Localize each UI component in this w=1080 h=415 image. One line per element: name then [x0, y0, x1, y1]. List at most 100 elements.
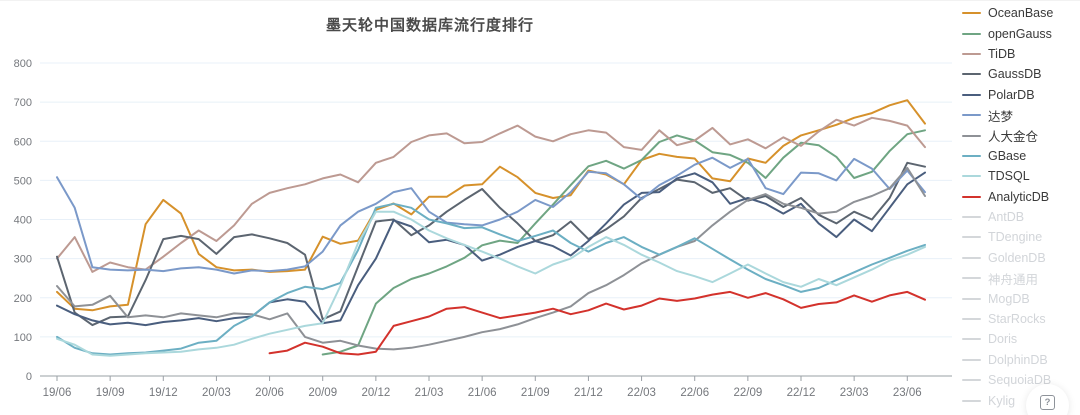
x-tick-label: 23/06	[893, 387, 922, 399]
y-tick-label: 500	[14, 175, 32, 187]
legend-label: TiDB	[988, 46, 1016, 61]
chart-title: 墨天轮中国数据库流行度排行	[325, 17, 534, 34]
legend-item-openGauss[interactable]: openGauss	[962, 23, 1080, 43]
legend-label: Doris	[988, 332, 1018, 347]
series-line-TDSQL	[56, 210, 926, 357]
x-tick-label: 19/12	[149, 387, 178, 399]
legend-label: GBase	[988, 148, 1027, 163]
legend-label: PolarDB	[988, 87, 1035, 102]
legend-label: 人大金仓	[988, 130, 1039, 145]
y-tick-label: 300	[14, 254, 32, 266]
y-tick-label: 0	[26, 371, 32, 383]
legend-line-swatch	[962, 338, 981, 341]
legend-item-AnalyticDB[interactable]: AnalyticDB	[962, 187, 1080, 207]
legend-line-swatch	[962, 32, 981, 35]
series-line-达梦	[56, 156, 926, 275]
legend-line-swatch	[962, 318, 981, 321]
y-tick-label: 600	[14, 136, 32, 148]
legend-item-GoldenDB[interactable]: GoldenDB	[962, 248, 1080, 268]
series-line-TiDB	[56, 116, 926, 273]
legend-line-swatch	[962, 297, 981, 300]
legend-item-人大金仓[interactable]: 人大金仓	[962, 125, 1080, 145]
y-tick-label: 100	[14, 332, 32, 344]
x-tick-label: 20/03	[202, 387, 231, 399]
legend-label: MogDB	[988, 291, 1030, 306]
legend-label: OceanBase	[988, 6, 1054, 21]
legend-item-PolarDB[interactable]: PolarDB	[962, 85, 1080, 105]
legend-item-神舟通用[interactable]: 神舟通用	[962, 268, 1080, 288]
x-tick-label: 23/03	[840, 387, 869, 399]
legend-item-AntDB[interactable]: AntDB	[962, 207, 1080, 227]
x-tick-label: 21/03	[415, 387, 444, 399]
x-tick-label: 21/12	[574, 387, 603, 399]
x-tick-label: 19/09	[96, 387, 125, 399]
legend-label: 达梦	[988, 109, 1014, 124]
legend-item-MogDB[interactable]: MogDB	[962, 288, 1080, 308]
legend-item-TDSQL[interactable]: TDSQL	[962, 166, 1080, 186]
legend-label: TDSQL	[988, 169, 1030, 184]
legend: OceanBase openGauss TiDB GaussDB PolarDB 达梦人大…	[962, 3, 1080, 411]
legend-label: TDengine	[988, 230, 1043, 245]
x-tick-label: 21/06	[468, 387, 497, 399]
legend-line-swatch	[962, 358, 981, 361]
x-tick-label: 20/06	[255, 387, 284, 399]
legend-line-swatch	[962, 114, 981, 117]
legend-line-swatch	[962, 12, 981, 15]
legend-line-swatch	[962, 195, 981, 198]
series-line-GBase	[56, 202, 926, 356]
legend-label: AntDB	[988, 210, 1025, 225]
legend-label: GaussDB	[988, 67, 1042, 82]
legend-line-swatch	[962, 216, 981, 219]
legend-label: GoldenDB	[988, 250, 1046, 265]
legend-line-swatch	[962, 399, 981, 402]
y-tick-label: 400	[14, 215, 32, 227]
x-tick-label: 19/06	[43, 387, 72, 399]
x-tick-label: 21/09	[521, 387, 550, 399]
x-tick-label: 22/03	[627, 387, 656, 399]
series-line-OceanBase	[56, 99, 926, 312]
legend-line-swatch	[962, 256, 981, 259]
legend-line-swatch	[962, 175, 981, 178]
legend-item-SequoiaDB[interactable]: SequoiaDB	[962, 370, 1080, 390]
series-line-人大金仓	[56, 166, 926, 351]
y-tick-label: 800	[14, 58, 32, 70]
legend-label: Kylig	[988, 393, 1016, 408]
help-fab[interactable]: ?	[1026, 384, 1069, 415]
legend-line-swatch	[962, 134, 981, 137]
series-line-PolarDB	[56, 171, 926, 327]
legend-item-GBase[interactable]: GBase	[962, 146, 1080, 166]
legend-label: SequoiaDB	[988, 373, 1052, 388]
legend-line-swatch	[962, 154, 981, 157]
legend-line-swatch	[962, 52, 981, 55]
legend-item-OceanBase[interactable]: OceanBase	[962, 3, 1080, 23]
legend-line-swatch	[962, 379, 981, 382]
x-tick-label: 22/09	[733, 387, 762, 399]
legend-label: 神舟通用	[988, 272, 1039, 287]
series-line-AnalyticDB	[268, 290, 926, 356]
series-line-GaussDB	[56, 161, 926, 327]
legend-item-Doris[interactable]: Doris	[962, 329, 1080, 349]
legend-label: StarRocks	[988, 312, 1046, 327]
help-icon: ?	[1040, 395, 1055, 410]
y-tick-label: 700	[14, 97, 32, 109]
legend-item-GaussDB[interactable]: GaussDB	[962, 64, 1080, 84]
legend-line-swatch	[962, 277, 981, 280]
legend-label: AnalyticDB	[988, 189, 1050, 204]
legend-label: openGauss	[988, 26, 1052, 41]
legend-item-TDengine[interactable]: TDengine	[962, 227, 1080, 247]
x-tick-label: 22/06	[680, 387, 709, 399]
x-tick-label: 20/09	[308, 387, 337, 399]
x-tick-label: 22/12	[787, 387, 816, 399]
legend-item-Kylig[interactable]: Kylig	[962, 390, 1080, 410]
y-tick-label: 200	[14, 293, 32, 305]
legend-line-swatch	[962, 236, 981, 239]
legend-item-DolphinDB[interactable]: DolphinDB	[962, 350, 1080, 370]
x-tick-label: 20/12	[361, 387, 390, 399]
legend-item-StarRocks[interactable]: StarRocks	[962, 309, 1080, 329]
legend-item-达梦[interactable]: 达梦	[962, 105, 1080, 125]
legend-label: DolphinDB	[988, 352, 1048, 367]
legend-line-swatch	[962, 73, 981, 76]
legend-item-TiDB[interactable]: TiDB	[962, 44, 1080, 64]
